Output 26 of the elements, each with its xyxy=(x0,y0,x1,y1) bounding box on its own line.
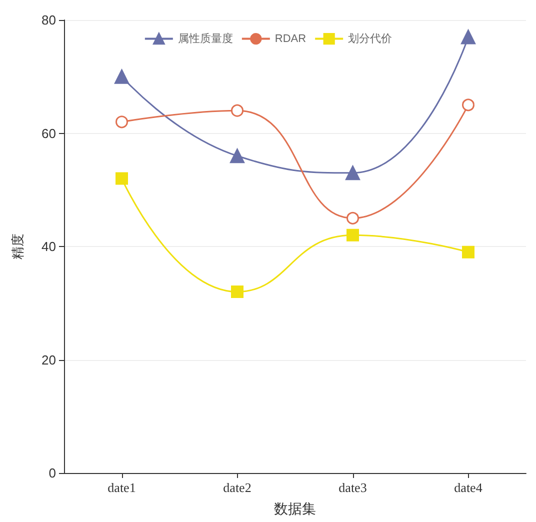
point xyxy=(114,69,129,84)
point xyxy=(231,286,244,298)
point xyxy=(231,104,244,117)
y-tick-label: 0 xyxy=(48,466,56,480)
legend-label: RDAR xyxy=(274,32,306,45)
point xyxy=(461,30,476,44)
y-tick-label: 60 xyxy=(42,126,56,141)
x-tick-label: date4 xyxy=(454,480,483,495)
point xyxy=(116,116,128,128)
point xyxy=(230,148,244,164)
x-tick-label: date3 xyxy=(338,480,367,495)
y-tick-label: 40 xyxy=(42,239,56,254)
y-tick-label: 80 xyxy=(42,12,56,28)
point xyxy=(116,172,128,185)
y-axis-title: 精度 xyxy=(10,234,25,260)
point xyxy=(346,228,359,242)
point xyxy=(462,98,474,112)
legend-label: 属性质量度 xyxy=(178,32,233,45)
x-tick-label: date1 xyxy=(108,480,136,495)
point xyxy=(346,212,359,224)
point xyxy=(462,246,474,258)
point xyxy=(346,166,360,180)
x-axis-title: 数据集 xyxy=(274,502,316,518)
x-tick-label: date2 xyxy=(223,480,252,495)
y-tick-label: 20 xyxy=(42,352,56,368)
legend-label: 划分代价 xyxy=(348,32,392,45)
